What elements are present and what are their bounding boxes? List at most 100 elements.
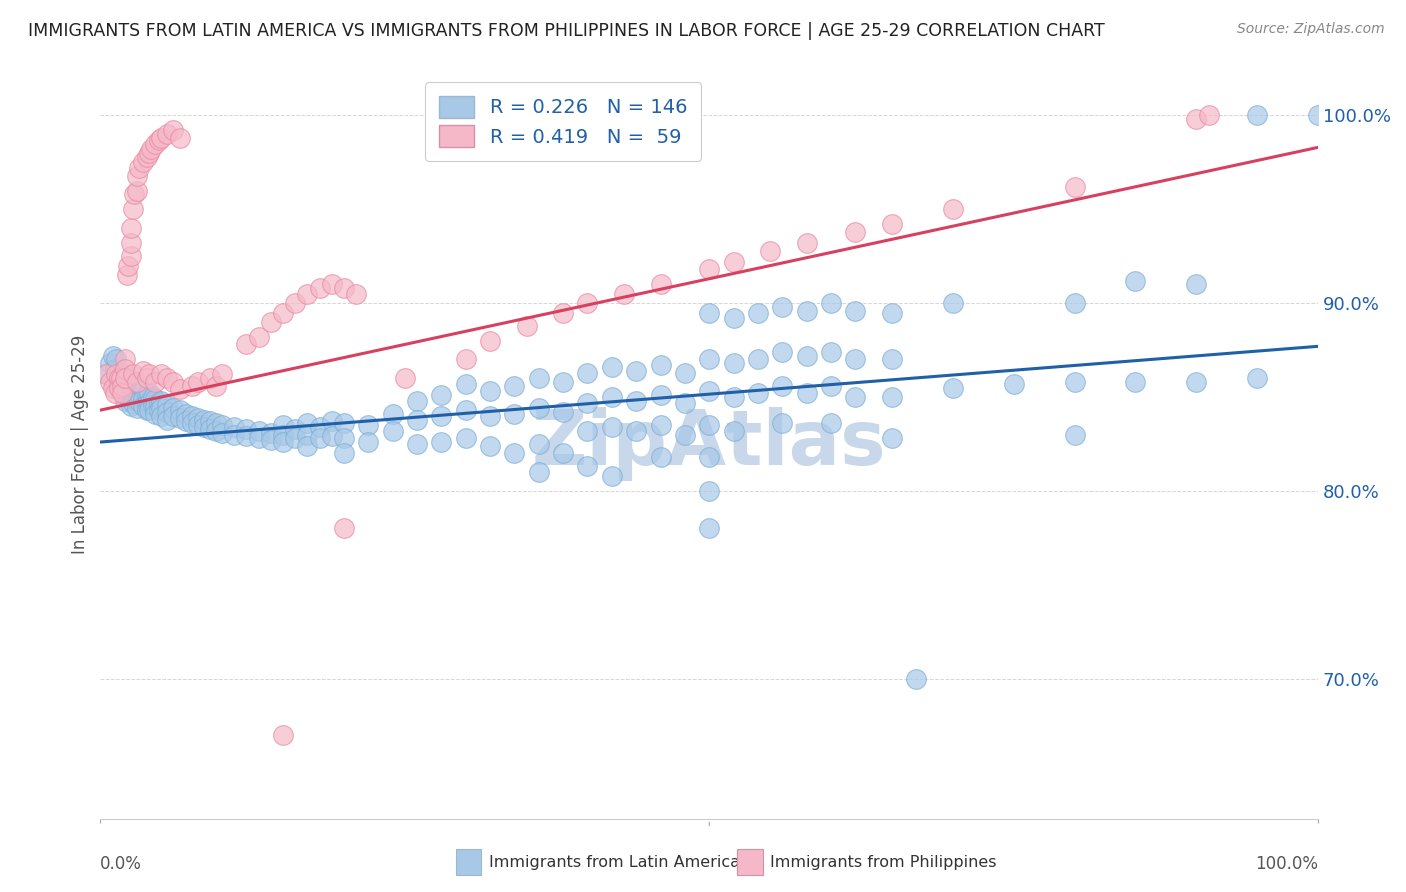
Point bbox=[235, 429, 257, 443]
Point bbox=[125, 393, 148, 408]
Point bbox=[454, 352, 477, 367]
Point bbox=[650, 388, 672, 402]
Point bbox=[576, 424, 599, 438]
Point bbox=[553, 446, 575, 460]
Point bbox=[503, 378, 526, 392]
Point bbox=[271, 435, 294, 450]
Point bbox=[120, 383, 142, 397]
Point bbox=[260, 425, 283, 440]
Point bbox=[697, 450, 720, 464]
Text: Source: ZipAtlas.com: Source: ZipAtlas.com bbox=[1237, 22, 1385, 37]
Point bbox=[260, 315, 283, 329]
Point bbox=[1185, 277, 1208, 292]
Point bbox=[198, 422, 221, 436]
Point bbox=[174, 414, 197, 428]
Point bbox=[820, 417, 842, 431]
Point bbox=[723, 424, 745, 438]
Point bbox=[150, 393, 173, 408]
Point bbox=[114, 393, 136, 408]
Point bbox=[224, 420, 246, 434]
Point bbox=[138, 146, 160, 161]
Point bbox=[143, 136, 166, 151]
Point bbox=[169, 410, 191, 425]
Point bbox=[650, 358, 672, 372]
Text: 0.0%: 0.0% bbox=[100, 855, 142, 873]
Point bbox=[430, 388, 453, 402]
Point bbox=[697, 352, 720, 367]
Point bbox=[844, 390, 866, 404]
Point bbox=[770, 345, 793, 359]
Point bbox=[297, 427, 319, 442]
Point bbox=[770, 300, 793, 314]
Text: Immigrants from Latin America: Immigrants from Latin America bbox=[488, 855, 740, 870]
Point bbox=[723, 311, 745, 326]
Point bbox=[193, 412, 215, 426]
Point bbox=[174, 407, 197, 421]
Point bbox=[98, 375, 121, 389]
Point bbox=[553, 375, 575, 389]
Point bbox=[125, 169, 148, 183]
Point bbox=[162, 123, 184, 137]
Point bbox=[169, 383, 191, 397]
Point bbox=[180, 409, 202, 423]
Point bbox=[1198, 108, 1220, 122]
Point bbox=[880, 352, 903, 367]
Point bbox=[105, 368, 128, 382]
Point bbox=[613, 286, 636, 301]
Y-axis label: In Labor Force | Age 25-29: In Labor Force | Age 25-29 bbox=[72, 334, 89, 554]
Point bbox=[101, 375, 124, 389]
Point bbox=[205, 424, 228, 438]
Point bbox=[905, 672, 928, 686]
Point bbox=[553, 405, 575, 419]
Point bbox=[516, 318, 538, 333]
Point bbox=[297, 286, 319, 301]
Point bbox=[117, 390, 139, 404]
Point bbox=[308, 281, 330, 295]
Point bbox=[125, 384, 148, 399]
Point bbox=[142, 397, 165, 411]
Point bbox=[108, 371, 131, 385]
Point bbox=[479, 409, 502, 423]
Point bbox=[697, 521, 720, 535]
Point bbox=[111, 384, 134, 399]
Point bbox=[114, 361, 136, 376]
Point bbox=[235, 337, 257, 351]
Point bbox=[1063, 179, 1085, 194]
Point bbox=[1125, 375, 1147, 389]
Point bbox=[148, 403, 170, 417]
Point bbox=[247, 424, 270, 438]
Point bbox=[650, 277, 672, 292]
Point bbox=[117, 259, 139, 273]
Point bbox=[333, 417, 356, 431]
Point bbox=[115, 381, 138, 395]
Point bbox=[120, 236, 142, 251]
Point bbox=[132, 364, 155, 378]
Point bbox=[143, 375, 166, 389]
Point bbox=[138, 403, 160, 417]
Point bbox=[198, 371, 221, 385]
Point bbox=[260, 433, 283, 447]
Point bbox=[880, 217, 903, 231]
Point bbox=[135, 395, 157, 409]
Point bbox=[1063, 296, 1085, 310]
Point bbox=[180, 378, 202, 392]
Point bbox=[297, 417, 319, 431]
Point bbox=[394, 371, 416, 385]
Point bbox=[942, 381, 965, 395]
Point bbox=[333, 431, 356, 445]
Point bbox=[110, 371, 132, 385]
Point bbox=[114, 371, 136, 385]
Point bbox=[576, 366, 599, 380]
Point bbox=[1185, 375, 1208, 389]
Point bbox=[880, 305, 903, 319]
Point bbox=[187, 375, 209, 389]
Point bbox=[796, 386, 818, 401]
Point bbox=[125, 376, 148, 391]
Point bbox=[122, 202, 145, 217]
Point bbox=[406, 393, 429, 408]
Point bbox=[576, 296, 599, 310]
Point bbox=[880, 390, 903, 404]
Text: ZipAtlas: ZipAtlas bbox=[531, 407, 887, 481]
Point bbox=[1246, 371, 1268, 385]
Point bbox=[333, 446, 356, 460]
